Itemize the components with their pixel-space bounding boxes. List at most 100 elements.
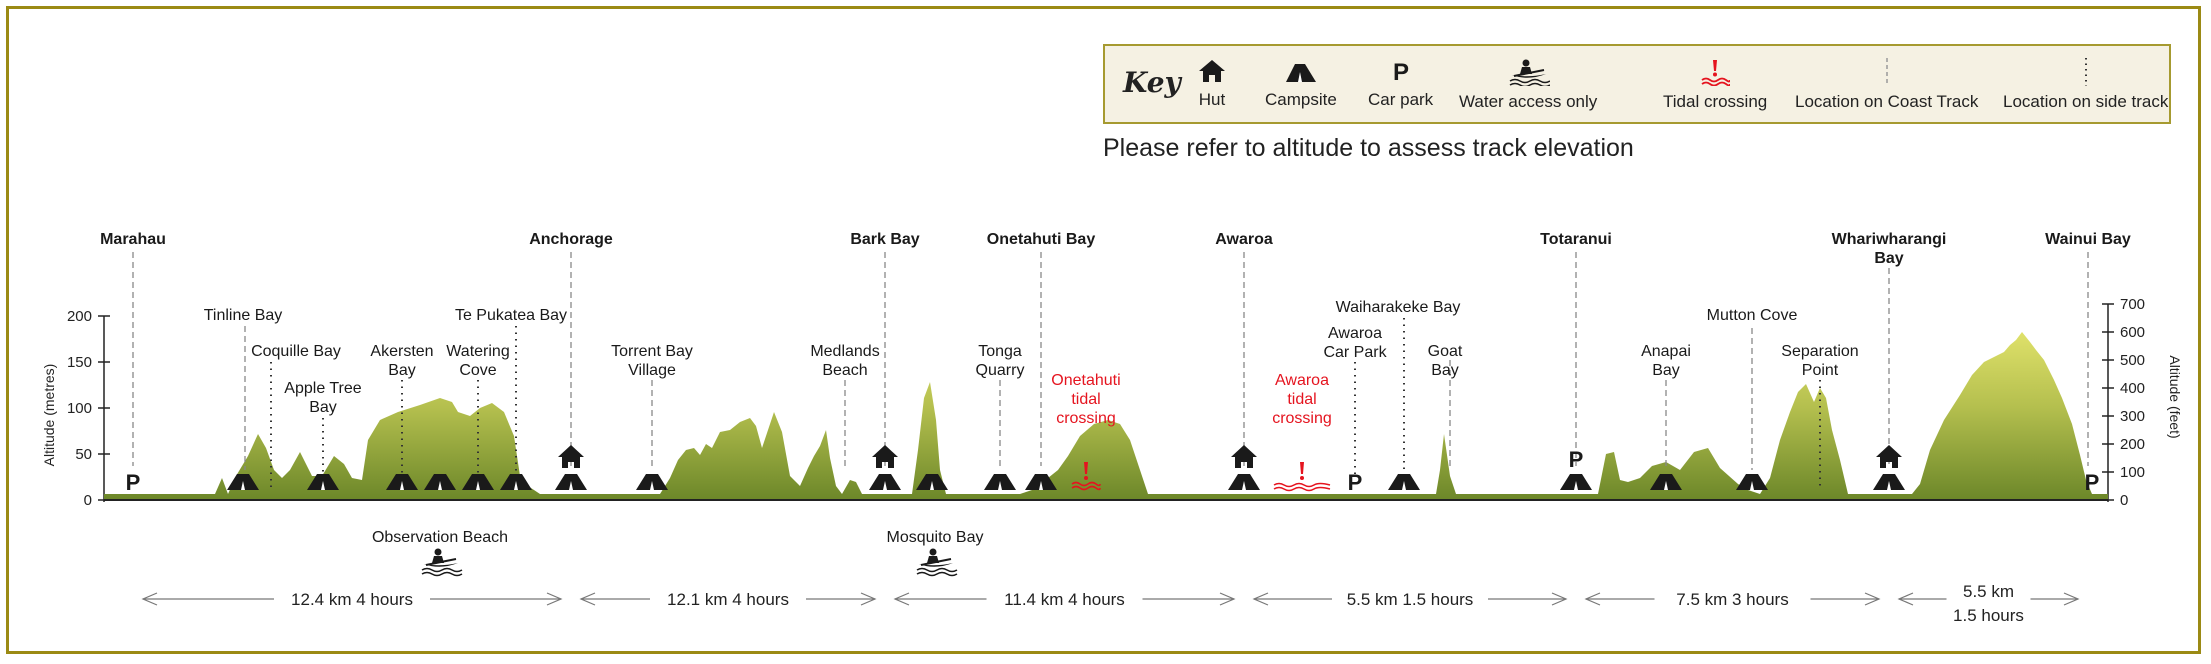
campsite-icon — [1560, 474, 1592, 490]
side-label-coquille-bay: Coquille Bay — [251, 343, 341, 360]
map-frame — [6, 6, 2201, 654]
campsite-icon — [1873, 474, 1905, 490]
segment-label-bg — [274, 587, 430, 611]
arrow-head-right — [1864, 592, 1881, 606]
side-label-te-pukatea-bay: Te Pukatea Bay — [455, 307, 567, 324]
side-label-apple-tree-bay: Apple Tree Bay — [284, 380, 361, 416]
segment-label: 12.4 km 4 hours — [291, 590, 413, 609]
segment-label: 11.4 km 4 hours — [1004, 590, 1125, 609]
campsite-icon — [1736, 474, 1768, 490]
dashed-line-icon — [1885, 58, 1888, 86]
water-label-mosquito-bay: Mosquito Bay — [887, 529, 984, 546]
y-tick-label-right: 500 — [2120, 352, 2145, 369]
segment-label-bg — [1332, 587, 1488, 611]
campsite-icon — [984, 474, 1016, 490]
tidal-crossing-icon — [1701, 60, 1731, 86]
segment-label-bg — [1946, 585, 2031, 625]
y-tick-label-right: 400 — [2120, 380, 2145, 397]
side-label-goat-bay: Goat Bay — [1428, 343, 1463, 379]
coast-location-ticks — [244, 326, 1753, 470]
arrow-head-left — [579, 592, 596, 606]
y-tick-label-left: 150 — [67, 354, 92, 371]
svg-text:P: P — [1393, 59, 1409, 84]
key-legend: Key Hut Campsite P Car park Water access… — [1103, 44, 2171, 124]
y-tick-label-right: 200 — [2120, 436, 2145, 453]
y-tick-label-right: 0 — [2120, 492, 2128, 509]
car-park-icon: P — [1569, 447, 1584, 472]
campsite-icon — [1228, 474, 1260, 490]
y-tick-label-left: 200 — [67, 308, 92, 325]
tidal-label-onetahuti: Onetahuti tidal crossing — [1051, 372, 1120, 427]
y-axis-right: 0 100 200 300 400 500 600 700 — [2102, 296, 2145, 509]
kayak-icon — [1509, 59, 1551, 86]
arrow-head-left — [141, 592, 158, 606]
campsite-icon — [1388, 474, 1420, 490]
segment-label: 12.1 km 4 hours — [667, 590, 789, 609]
tidal-crossing-icon — [1273, 462, 1331, 492]
arrow-head-left — [893, 592, 910, 606]
side-label-waiharakeke-bay: Waiharakeke Bay — [1336, 299, 1461, 316]
y-tick-label-left: 50 — [75, 446, 92, 463]
stop-label-marahau: Marahau — [100, 231, 166, 248]
side-track-markers — [270, 318, 1821, 492]
arrow-head-left — [1252, 592, 1269, 606]
key-item-car-park: P Car park — [1368, 59, 1434, 109]
water-label-observation-beach: Observation Beach — [372, 529, 508, 546]
track-icons: P P P P — [126, 445, 2100, 577]
y-tick-label-right: 700 — [2120, 296, 2145, 313]
coast-track-markers — [132, 252, 2089, 466]
side-label-akersten-bay: Akersten Bay — [370, 343, 433, 379]
key-item-hut: Hut — [1197, 58, 1227, 110]
side-label-tonga-quarry: Tonga Quarry — [976, 343, 1025, 379]
y-axis-left: 0 50 100 150 200 — [67, 308, 110, 509]
y-tick-label-right: 600 — [2120, 324, 2145, 341]
side-label-awaroa-car-park: Awaroa Car Park — [1323, 325, 1387, 361]
side-label-separation-point: Separation Point — [1781, 343, 1858, 379]
hut-icon — [1876, 445, 1902, 468]
stop-label-wainui-bay: Wainui Bay — [2045, 231, 2131, 248]
key-item-coast-track: Location on Coast Track — [1795, 58, 1978, 112]
side-label-torrent-bay-village: Torrent Bay Village — [611, 343, 693, 379]
segment-label-bg — [986, 587, 1143, 611]
elevation-note: Please refer to altitude to assess track… — [1103, 134, 1634, 162]
side-label-tinline-bay: Tinline Bay — [204, 307, 283, 324]
side-label-watering-cove: Watering Cove — [446, 343, 509, 379]
side-label-medlands-beach: Medlands Beach — [810, 343, 879, 379]
key-item-side-track: Location on side track — [2003, 58, 2168, 112]
y-axis-right-label: Altitude (feet) — [2167, 355, 2183, 438]
kayak-icon — [916, 547, 958, 577]
side-label-mutton-cove: Mutton Cove — [1707, 307, 1798, 324]
campsite-icon — [1285, 64, 1316, 82]
tidal-label-awaroa: Awaroa tidal crossing — [1272, 372, 1332, 427]
arrow-head-right — [1551, 592, 1568, 606]
hut-icon — [1199, 60, 1225, 82]
campsite-icon — [555, 474, 587, 490]
terrain-profile — [104, 332, 2108, 500]
stop-label-whariwharangi-bay: Whariwharangi Bay — [1832, 231, 1947, 267]
arrow-head-left — [1584, 592, 1601, 606]
y-tick-label-left: 0 — [84, 492, 92, 509]
key-item-campsite: Campsite — [1265, 58, 1337, 110]
key-title: Key — [1123, 66, 1181, 99]
y-tick-label-right: 100 — [2120, 464, 2145, 481]
key-item-water-access: Water access only — [1459, 58, 1597, 112]
car-park-icon: P — [126, 470, 141, 495]
dotted-line-icon — [2084, 58, 2087, 86]
stop-label-onetahuti-bay: Onetahuti Bay — [987, 231, 1096, 248]
stop-label-anchorage: Anchorage — [529, 231, 613, 248]
car-park-icon: P — [2085, 470, 2100, 495]
segment-label: 5.5 km 1.5 hours — [1347, 590, 1474, 609]
segment-label-bg — [650, 587, 806, 611]
stop-label-awaroa: Awaroa — [1215, 231, 1273, 248]
segment-distances: 12.4 km 4 hours 12.1 km 4 hours 11.4 km 4 … — [141, 582, 2080, 625]
arrow-head-right — [860, 592, 877, 606]
side-label-anapai-bay: Anapai Bay — [1641, 343, 1691, 379]
kayak-icon — [421, 547, 463, 577]
arrow-head-left — [1897, 592, 1914, 606]
arrow-head-right — [1219, 592, 1236, 606]
segment-time: 1.5 hours — [1953, 606, 2024, 625]
key-item-tidal-crossing: Tidal crossing — [1663, 58, 1767, 112]
segment-distance: 5.5 km — [1963, 582, 2014, 601]
stop-label-bark-bay: Bark Bay — [850, 231, 919, 248]
